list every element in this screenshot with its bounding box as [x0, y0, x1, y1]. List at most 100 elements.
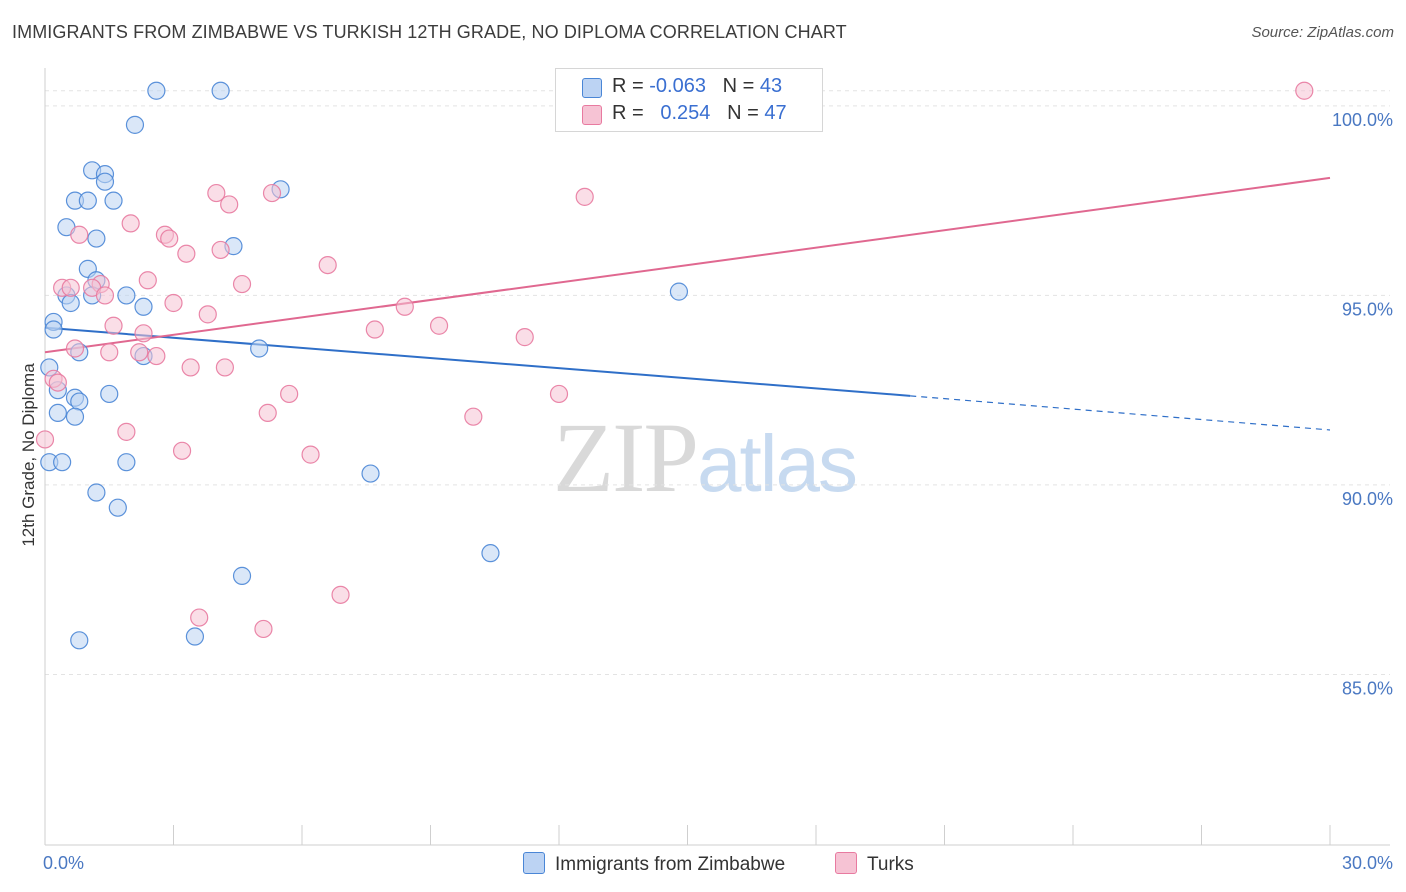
turks-point [190, 608, 209, 627]
turks-point [65, 339, 85, 358]
legend-n-value: 47 [764, 102, 787, 124]
legend-swatch-pink [582, 105, 602, 125]
legend-r-value: -0.063 [649, 75, 706, 97]
turks-point [48, 373, 67, 392]
zimbabwe-point [87, 229, 106, 248]
zimbabwe-point [108, 498, 127, 517]
zimbabwe-point [185, 627, 205, 646]
bottom-legend-turks[interactable]: Turks [835, 852, 914, 876]
turks-point [70, 225, 89, 244]
legend-r-label: R = [612, 75, 650, 97]
turks-point [61, 278, 80, 297]
axis-layer: 85.0% 90.0% 95.0% 100.0% 0.0% 30.0% [43, 68, 1393, 873]
y-tick-label: 90.0% [1342, 489, 1393, 509]
turks-trend-line [44, 176, 1331, 354]
zimbabwe-point [134, 297, 153, 316]
watermark-zip: ZIP [553, 402, 699, 513]
turks-point [549, 384, 569, 404]
turks-point [258, 403, 277, 423]
zimbabwe-point [211, 81, 230, 100]
turks-point [365, 320, 384, 339]
points-layer [35, 81, 1314, 650]
turks-point [318, 255, 337, 275]
turks-point [100, 343, 119, 362]
turks-point [220, 195, 239, 214]
zimbabwe-point [61, 293, 80, 313]
legend-n-value: 43 [759, 75, 783, 97]
zimbabwe-point [361, 464, 380, 483]
bottom-legend-swatch-pink [835, 852, 857, 874]
turks-point [429, 316, 449, 335]
turks-point [138, 271, 157, 290]
turks-point [215, 358, 234, 377]
turks-point [280, 384, 299, 404]
zimbabwe-trend-line [44, 326, 911, 397]
watermark: ZIPatlas [553, 400, 858, 515]
zimbabwe-point [250, 339, 269, 358]
zimbabwe-trend-extension [910, 395, 1331, 431]
zimbabwe-point [78, 191, 97, 210]
zimbabwe-point [70, 631, 89, 650]
turks-point [147, 346, 166, 366]
turks-point [211, 240, 230, 260]
turks-point [262, 183, 282, 203]
zimbabwe-point [48, 403, 67, 423]
turks-point [198, 305, 217, 324]
turks-point [207, 183, 226, 203]
zimbabwe-point [44, 320, 63, 339]
zimbabwe-point [125, 115, 145, 134]
zimbabwe-point [65, 407, 85, 426]
turks-point [464, 407, 483, 426]
turks-point [130, 343, 149, 362]
watermark-atlas: atlas [697, 419, 858, 508]
zimbabwe-point [87, 483, 106, 502]
y-tick-label: 85.0% [1342, 678, 1393, 698]
turks-point [181, 358, 200, 377]
zimbabwe-point [117, 286, 136, 305]
correlation-legend: R = -0.063 N = 43 R = 0.254 N = 47 [555, 68, 823, 132]
turks-point [134, 324, 153, 343]
grid-layer [45, 90, 1390, 675]
zimbabwe-point [95, 172, 115, 191]
turks-point [575, 187, 594, 206]
turks-point [515, 328, 534, 347]
turks-point [104, 316, 123, 335]
turks-point [164, 293, 183, 313]
zimbabwe-point [669, 282, 689, 301]
zimbabwe-point [147, 81, 166, 100]
bottom-legend-zimbabwe[interactable]: Immigrants from Zimbabwe [523, 852, 785, 876]
bottom-legend-label: Turks [867, 854, 914, 875]
turks-point [95, 286, 115, 305]
legend-n-label: N = [727, 102, 765, 124]
y-axis-title: 12th Grade, No Diploma [19, 363, 38, 547]
chart-title: IMMIGRANTS FROM ZIMBABWE VS TURKISH 12TH… [12, 22, 847, 42]
legend-n-label: N = [722, 75, 760, 97]
zimbabwe-point [53, 453, 72, 472]
zimbabwe-point [232, 566, 252, 585]
zimbabwe-point [104, 191, 123, 210]
turks-point [172, 441, 192, 460]
turks-point [1295, 81, 1314, 100]
legend-r-label: R = [612, 102, 650, 124]
legend-swatch-blue [582, 78, 602, 98]
turks-point [35, 430, 55, 449]
zimbabwe-point [70, 392, 89, 411]
turks-point [177, 244, 196, 263]
turks-point [395, 297, 414, 316]
legend-r-value: 0.254 [660, 102, 711, 124]
turks-point [117, 422, 136, 441]
zimbabwe-point [481, 544, 500, 563]
bottom-legend-swatch-blue [523, 852, 545, 874]
trend-layer [44, 176, 1331, 431]
turks-point [301, 445, 320, 464]
turks-point [160, 229, 179, 248]
zimbabwe-point [100, 384, 119, 404]
source-label: Source: ZipAtlas.com [1251, 24, 1394, 41]
y-tick-label: 95.0% [1342, 299, 1393, 319]
bottom-legend-label: Immigrants from Zimbabwe [555, 854, 786, 875]
turks-point [121, 214, 140, 233]
turks-point [331, 585, 350, 604]
y-tick-label: 100.0% [1332, 110, 1393, 130]
zimbabwe-point [117, 453, 136, 472]
